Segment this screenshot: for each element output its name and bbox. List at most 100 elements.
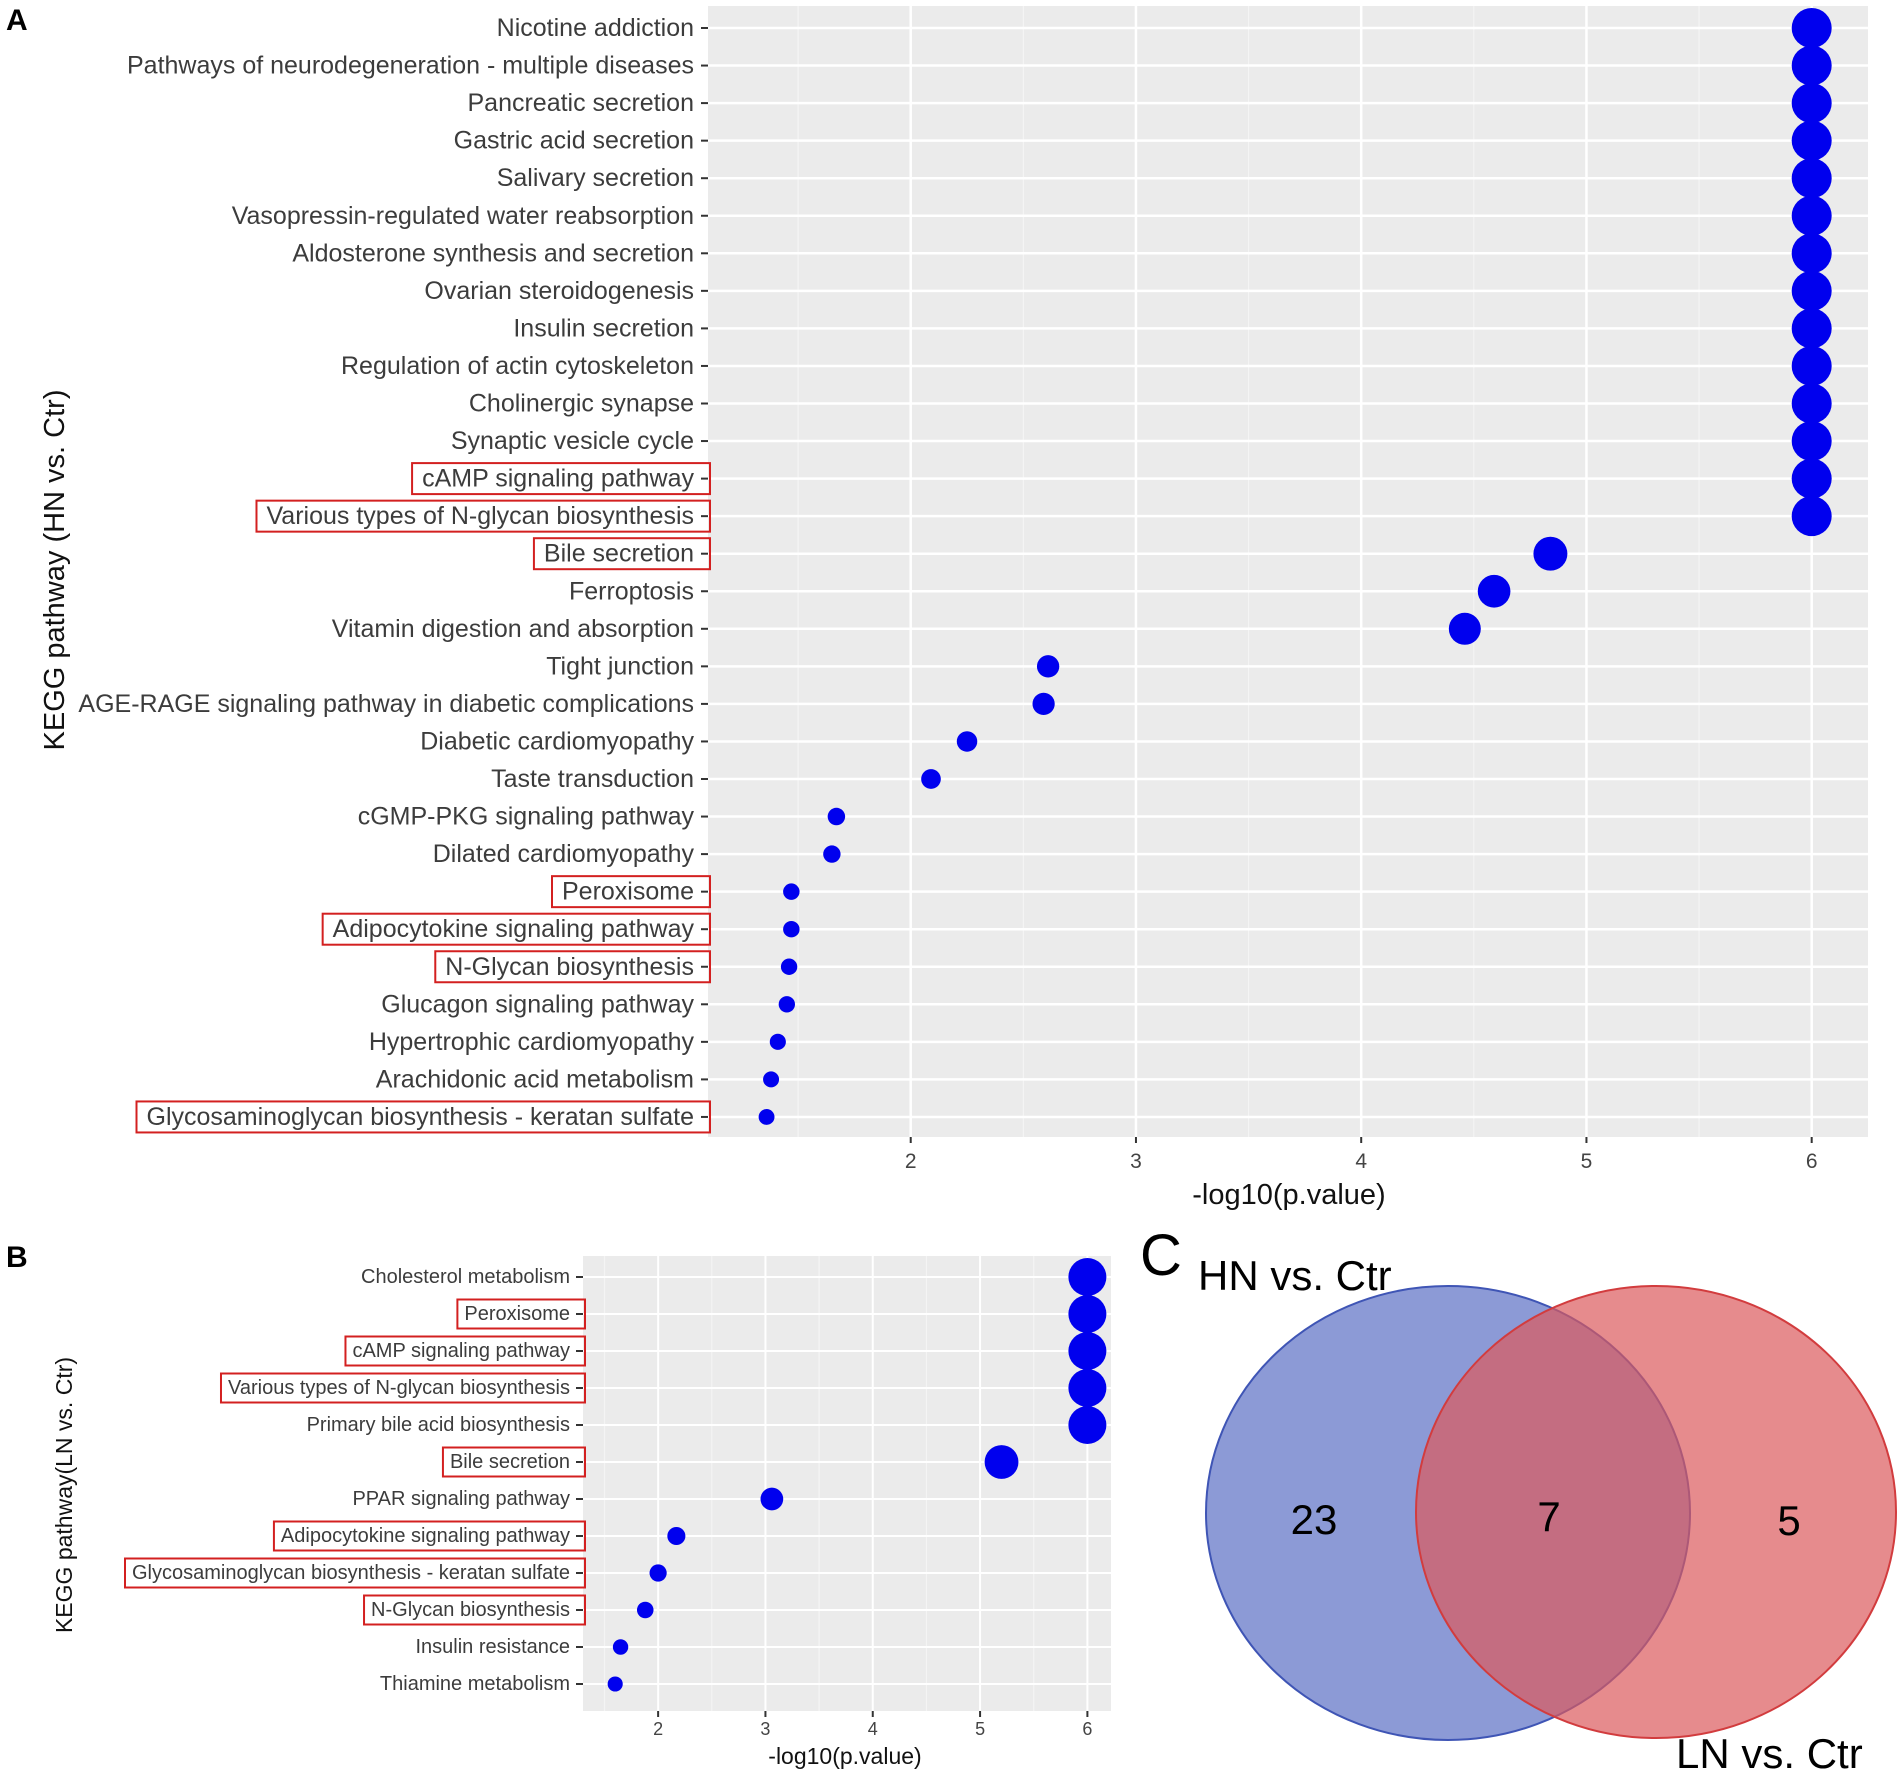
x-tick-label: 5 <box>975 1719 985 1739</box>
category-label: Adipocytokine signaling pathway <box>281 1525 570 1547</box>
x-tick-label: 6 <box>1806 1150 1818 1173</box>
x-tick-label: 5 <box>1581 1150 1593 1173</box>
category-label: Glycosaminoglycan biosynthesis - keratan… <box>147 1103 695 1131</box>
data-point <box>1068 1369 1107 1407</box>
category-label: cGMP-PKG signaling pathway <box>358 803 695 831</box>
category-label: Cholesterol metabolism <box>361 1266 570 1288</box>
category-label: Thiamine metabolism <box>380 1673 570 1695</box>
data-point <box>1533 536 1568 571</box>
category-label: Peroxisome <box>464 1303 570 1325</box>
category-label: Synaptic vesicle cycle <box>451 427 694 455</box>
data-point <box>827 807 846 826</box>
panel-b-category-labels: Cholesterol metabolism Peroxisome cAMP sig… <box>132 1266 570 1695</box>
data-point <box>1068 1332 1107 1370</box>
panel-a-x-tick-labels: 2 3 4 5 6 <box>905 1150 1818 1173</box>
venn-set-b-label: LN vs. Ctr <box>1676 1730 1863 1777</box>
venn-count-hn-only: 23 <box>1291 1496 1338 1543</box>
category-label: Glucagon signaling pathway <box>381 990 694 1018</box>
highlight-box <box>344 1335 586 1367</box>
venn-set-a-label: HN vs. Ctr <box>1198 1252 1392 1299</box>
data-point <box>778 996 796 1013</box>
data-point <box>1791 8 1832 48</box>
category-label: Ferroptosis <box>569 577 694 605</box>
data-point <box>1036 655 1060 678</box>
panel-b-y-axis-title: KEGG pathway(LN vs. Ctr) <box>51 1357 77 1633</box>
category-label: cAMP signaling pathway <box>422 465 694 493</box>
panel-a-category-labels: Nicotine addiction Pathways of neurodegen… <box>78 14 694 1131</box>
panel-a-minor-gridlines <box>797 6 1700 1137</box>
data-point <box>1448 612 1481 645</box>
highlight-box <box>124 1557 586 1589</box>
data-point <box>921 769 941 789</box>
panel-letter-b: B <box>6 1241 28 1274</box>
data-point <box>649 1564 667 1582</box>
category-label: Ovarian steroidogenesis <box>424 277 694 305</box>
data-point <box>612 1639 629 1655</box>
panel-b-x-axis-title: -log10(p.value) <box>768 1743 921 1769</box>
data-point <box>1791 270 1832 311</box>
panel-a-plot-background <box>708 6 1868 1137</box>
x-tick-label: 2 <box>653 1719 663 1739</box>
category-label: Glycosaminoglycan biosynthesis - keratan… <box>132 1562 570 1584</box>
data-point <box>607 1676 623 1692</box>
panel-b-minor-gridlines <box>603 1256 1035 1711</box>
data-point <box>1791 45 1832 86</box>
panel-b-x-tick-labels: 2 3 4 5 6 <box>653 1719 1092 1739</box>
category-label: Adipocytokine signaling pathway <box>333 915 695 943</box>
x-tick-label: 4 <box>868 1719 878 1739</box>
panel-letter-a: A <box>6 4 28 37</box>
category-label: Diabetic cardiomyopathy <box>420 727 694 755</box>
data-point <box>1791 383 1832 424</box>
data-point <box>636 1601 654 1619</box>
category-label: Dilated cardiomyopathy <box>433 840 695 868</box>
data-point <box>763 1071 780 1088</box>
data-point <box>956 731 978 752</box>
panel-b-chart: Cholesterol metabolism Peroxisome cAMP sig… <box>51 1256 1111 1769</box>
category-label: Cholinergic synapse <box>469 390 694 418</box>
category-label: Hypertrophic cardiomyopathy <box>369 1028 695 1056</box>
panel-letter-c: C <box>1140 1223 1182 1288</box>
x-tick-label: 3 <box>760 1719 770 1739</box>
venn-circle-ln <box>1415 1285 1897 1739</box>
category-label: Vasopressin-regulated water reabsorption <box>232 202 694 230</box>
venn-count-ln-only: 5 <box>1777 1497 1800 1544</box>
data-point <box>1791 345 1832 386</box>
data-point <box>1791 421 1832 462</box>
data-point <box>1791 308 1832 349</box>
category-label: Salivary secretion <box>497 164 694 192</box>
category-label: N-Glycan biosynthesis <box>445 953 694 981</box>
x-tick-label: 3 <box>1130 1150 1142 1173</box>
category-label: Pathways of neurodegeneration - multiple… <box>127 52 694 80</box>
venn-count-intersection: 7 <box>1537 1493 1560 1540</box>
data-point <box>1791 496 1832 537</box>
data-point <box>1068 1258 1107 1296</box>
data-point <box>1068 1295 1107 1333</box>
panel-a-highlight-boxes <box>135 462 711 1134</box>
category-label: N-Glycan biosynthesis <box>371 1599 570 1621</box>
category-label: Gastric acid secretion <box>454 127 694 155</box>
highlight-box <box>219 1372 586 1404</box>
category-label: AGE-RAGE signaling pathway in diabetic c… <box>78 690 694 718</box>
data-point <box>780 958 798 975</box>
highlight-box <box>532 537 711 571</box>
category-label: Regulation of actin cytoskeleton <box>341 352 694 380</box>
data-point <box>783 883 800 900</box>
panel-a-chart: Nicotine addiction Pathways of neurodegen… <box>39 6 1868 1211</box>
category-label: Bile secretion <box>450 1451 570 1473</box>
category-label: Primary bile acid biosynthesis <box>307 1414 570 1436</box>
panel-a-points <box>758 8 1832 1125</box>
category-label: Various types of N-glycan biosynthesis <box>228 1377 570 1399</box>
x-tick-label: 6 <box>1082 1719 1092 1739</box>
category-label: PPAR signaling pathway <box>352 1488 570 1510</box>
data-point <box>1791 233 1832 274</box>
highlight-box <box>363 1594 586 1626</box>
panel-b-points <box>607 1258 1107 1692</box>
data-point <box>1791 120 1832 161</box>
panel-b-highlight-boxes <box>124 1298 586 1626</box>
x-tick-label: 4 <box>1355 1150 1367 1173</box>
category-label: Bile secretion <box>544 540 694 568</box>
panel-a-axis-ticks <box>701 27 1813 1143</box>
panel-b-plot-background <box>583 1256 1111 1711</box>
panel-a-major-gridlines <box>708 6 1868 1137</box>
